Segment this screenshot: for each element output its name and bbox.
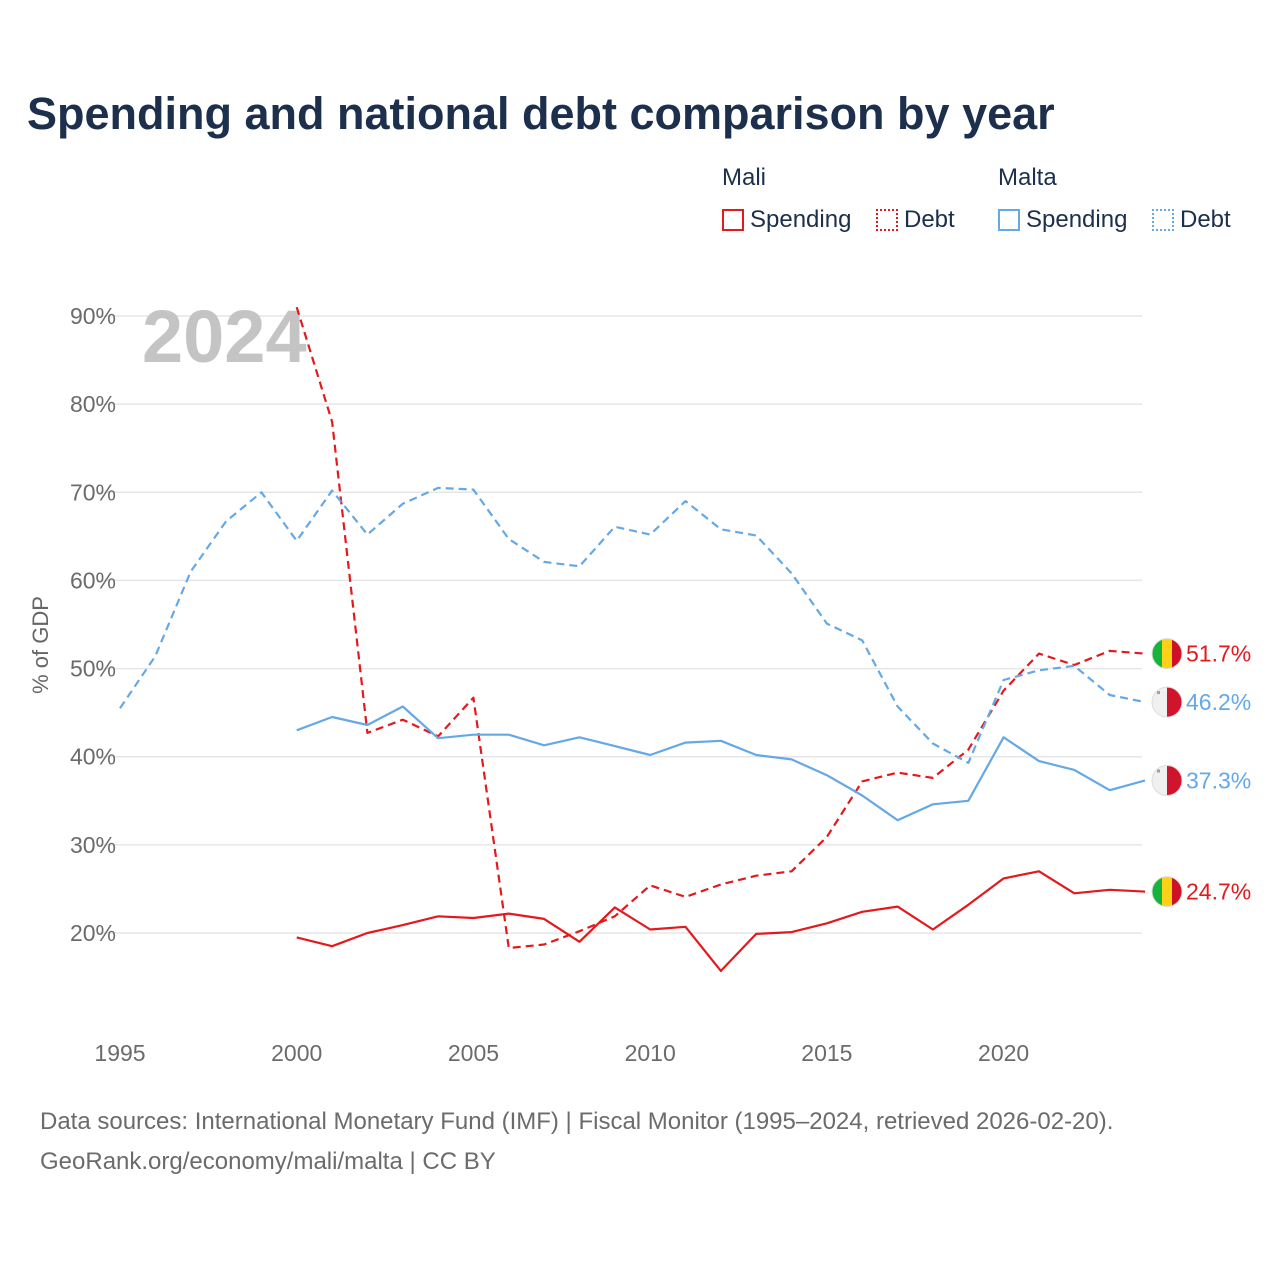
legend-swatch-solid [722, 209, 744, 231]
legend-item-malta-spending[interactable]: Spending [998, 206, 1127, 234]
x-tick-label: 2010 [625, 1040, 676, 1066]
end-value-label: 51.7% [1186, 641, 1251, 667]
x-tick-label: 2000 [271, 1040, 322, 1066]
y-tick-label: 60% [70, 567, 116, 593]
x-tick-label: 2020 [978, 1040, 1029, 1066]
malta-flag-icon [1151, 765, 1183, 797]
mali-flag-icon [1151, 876, 1183, 908]
chart-title: Spending and national debt comparison by… [27, 88, 1055, 139]
series-line-mali-debt[interactable] [295, 306, 1146, 950]
series-line-malta-spending[interactable] [296, 705, 1146, 822]
legend-swatch-solid [998, 209, 1020, 231]
legend-country-label: Malta [998, 164, 1057, 191]
mali-flag-icon [1151, 638, 1183, 670]
series-line-mali-spending[interactable] [296, 870, 1146, 973]
y-tick-label: 80% [70, 391, 116, 417]
legend-group-mali: Mali [722, 164, 766, 192]
x-tick-label: 2005 [448, 1040, 499, 1066]
y-tick-label: 30% [70, 832, 116, 858]
legend-country-label: Mali [722, 164, 767, 191]
legend-item-malta-debt[interactable]: Debt [1152, 206, 1231, 234]
legend-item-label: Spending [750, 206, 852, 233]
legend-group-malta: Malta [998, 164, 1057, 192]
end-value-label: 46.2% [1186, 689, 1251, 715]
series-line-malta-debt[interactable] [119, 486, 1146, 765]
y-tick-label: 50% [70, 656, 116, 682]
footer-sources: Data sources: International Monetary Fun… [40, 1108, 1114, 1135]
legend-item-mali-spending[interactable]: Spending [722, 206, 851, 234]
year-watermark: 2024 [142, 295, 307, 378]
legend-item-label: Debt [904, 206, 955, 233]
y-tick-label: 40% [70, 744, 116, 770]
y-tick-label: 70% [70, 479, 116, 505]
end-value-label: 37.3% [1186, 768, 1251, 794]
x-tick-label: 1995 [94, 1040, 145, 1066]
legend-swatch-dotted [1152, 209, 1174, 231]
x-tick-label: 2015 [801, 1040, 852, 1066]
legend-swatch-dotted [876, 209, 898, 231]
malta-flag-icon [1151, 686, 1183, 718]
y-tick-label: 90% [70, 303, 116, 329]
end-value-label: 24.7% [1186, 879, 1251, 905]
line-chart: 2024 51.7% 46.2% 37.3% 24.7% 1995 2000 2005 20… [70, 295, 1251, 1066]
y-tick-label: 20% [70, 920, 116, 946]
legend-item-label: Spending [1026, 206, 1128, 233]
legend-item-mali-debt[interactable]: Debt [876, 206, 955, 234]
legend-item-label: Debt [1180, 206, 1231, 233]
footer-attribution[interactable]: GeoRank.org/economy/mali/malta | CC BY [40, 1148, 496, 1175]
